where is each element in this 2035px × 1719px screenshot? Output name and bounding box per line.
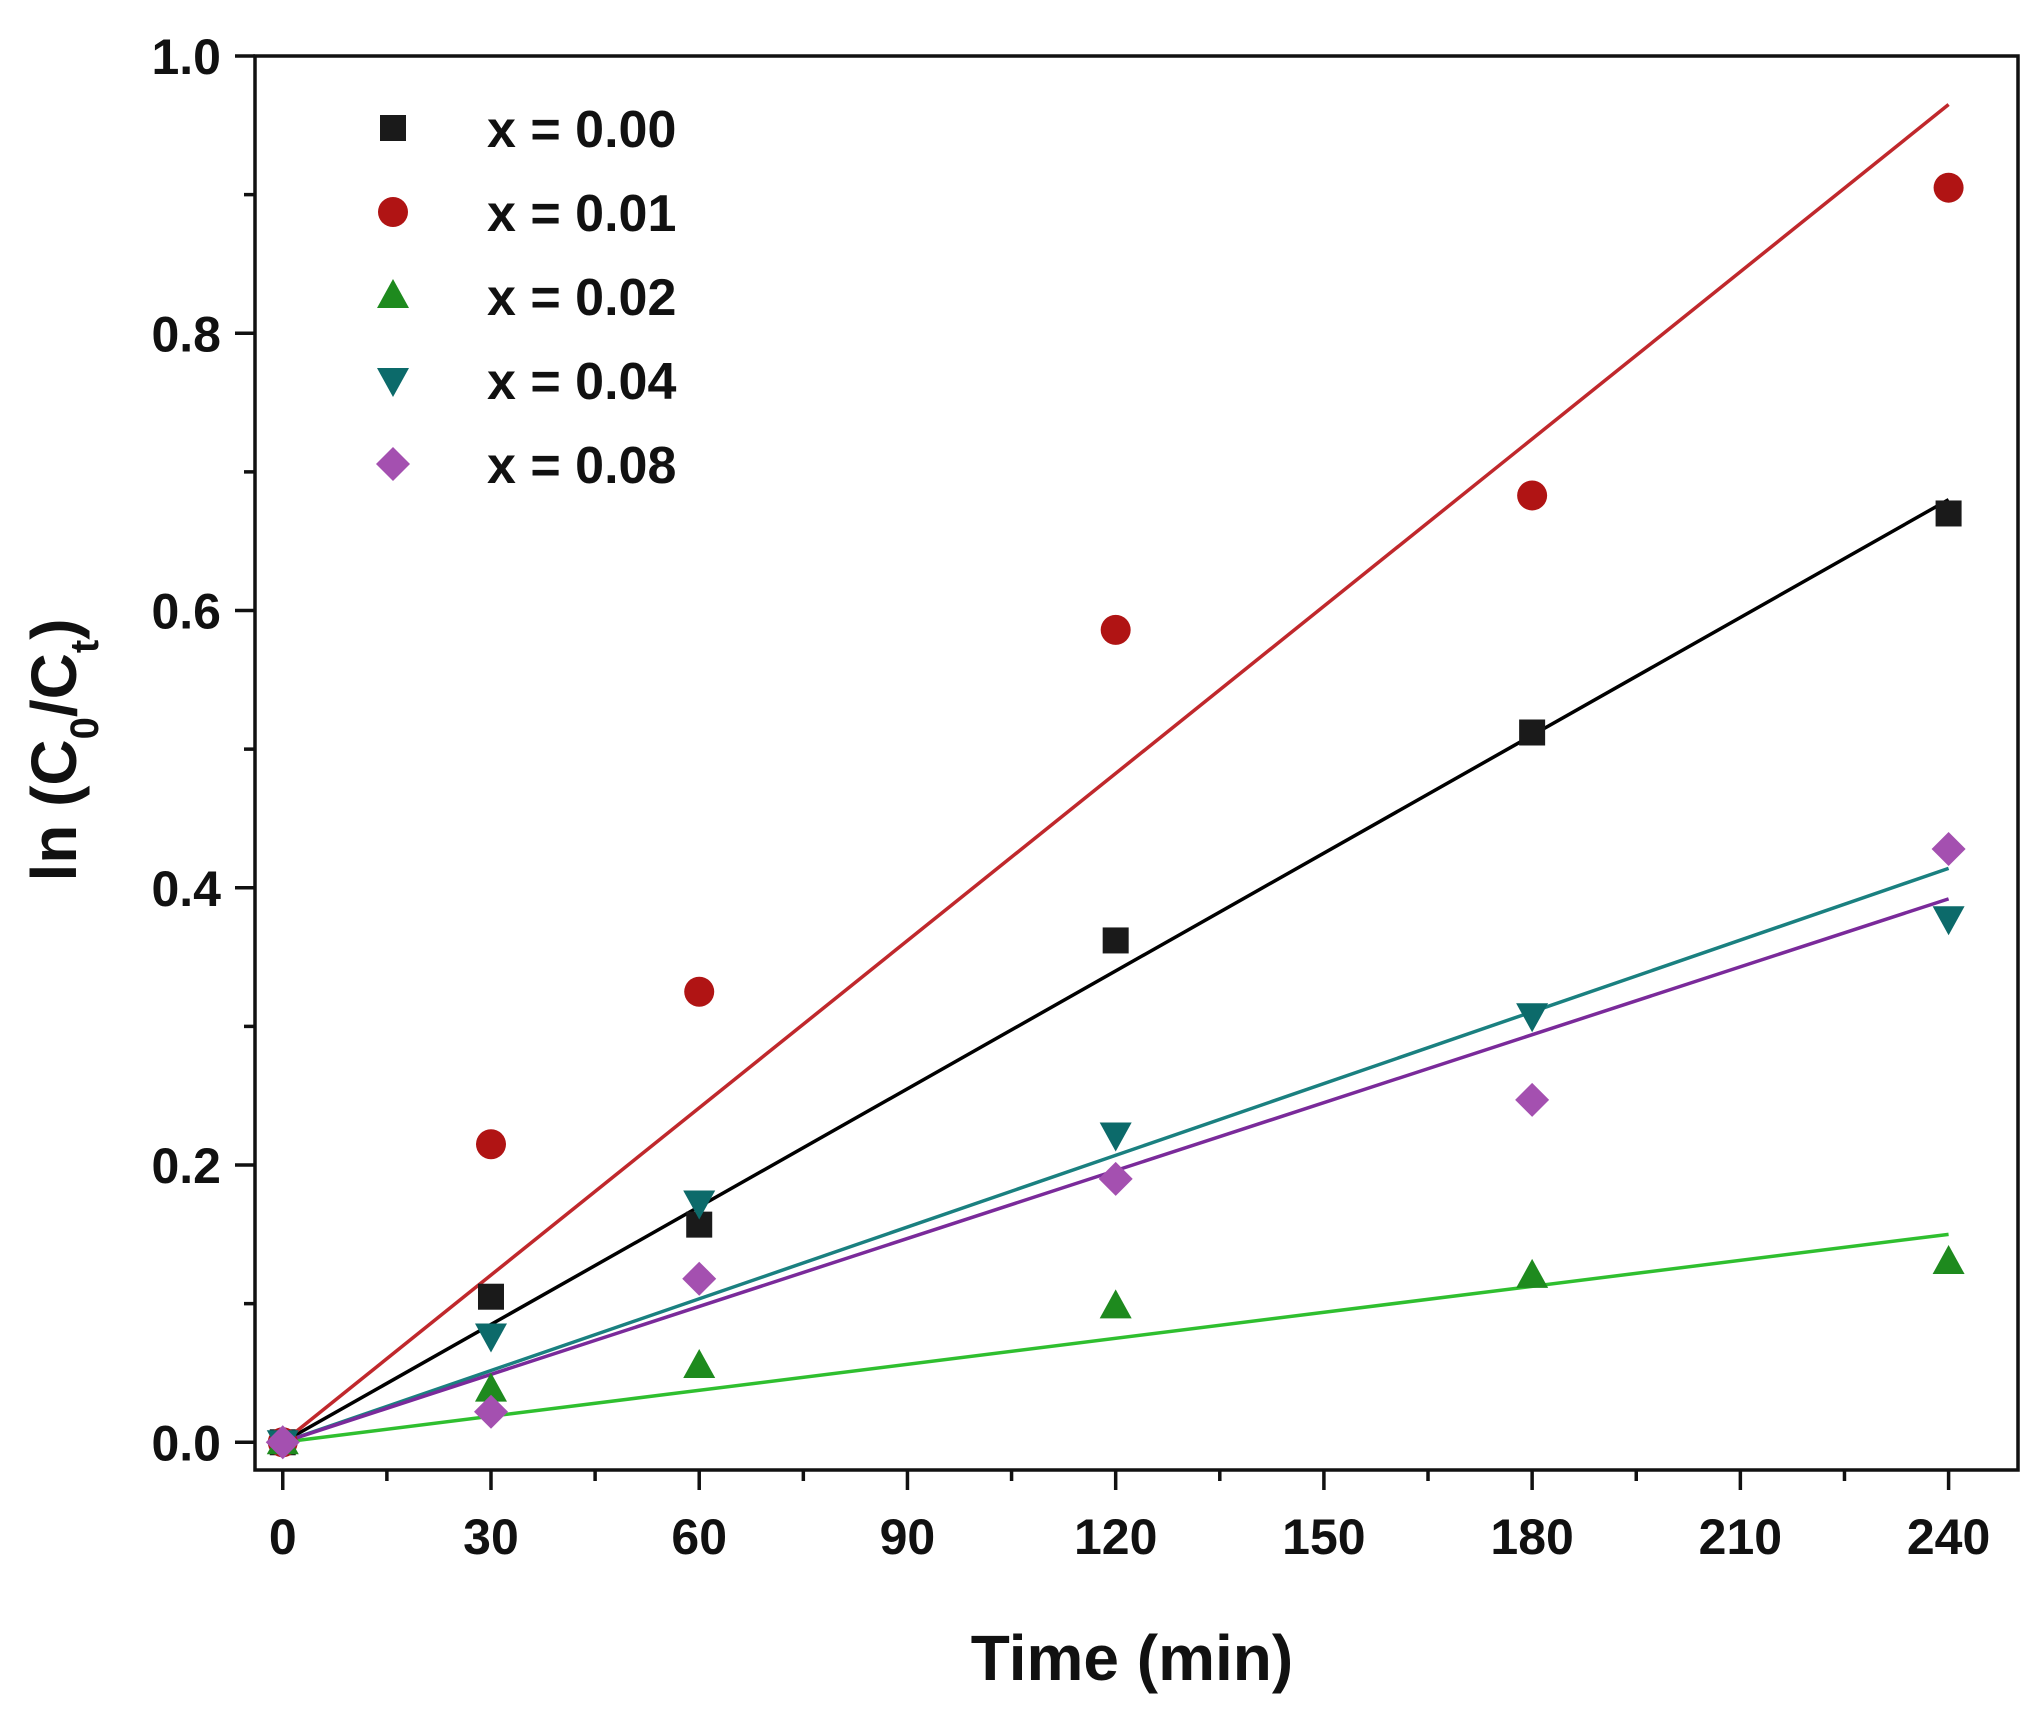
y-axis-title-suffix: ) bbox=[18, 618, 90, 639]
x-tick-label: 240 bbox=[1907, 1509, 1990, 1565]
data-point-series-4 bbox=[1515, 1082, 1550, 1117]
data-point-series-4 bbox=[1098, 1161, 1133, 1196]
data-markers bbox=[265, 172, 1966, 1460]
legend-label-series-1: x = 0.01 bbox=[487, 185, 676, 243]
x-tick-label: 90 bbox=[880, 1509, 936, 1565]
y-axis-title-prefix: ln (C bbox=[18, 739, 90, 881]
x-tick-label: 0 bbox=[269, 1509, 297, 1565]
x-axis-title: Time (min) bbox=[971, 1622, 1293, 1694]
legend-marker-series-0 bbox=[380, 115, 406, 141]
x-axis-ticks: 0 30 60 90 120 150 180 210 240 bbox=[269, 1470, 1990, 1565]
data-point-series-4 bbox=[473, 1394, 508, 1429]
data-point-series-2 bbox=[474, 1372, 507, 1402]
y-tick-label: 1.0 bbox=[151, 29, 221, 85]
y-axis-ticks: 0.0 0.2 0.4 0.6 0.8 1.0 bbox=[151, 29, 255, 1471]
data-point-series-2 bbox=[1099, 1289, 1132, 1319]
legend-marker-series-3 bbox=[377, 368, 409, 397]
legend: x = 0.00 x = 0.01 x = 0.02 x = 0.04 x = 0.08 bbox=[376, 101, 676, 495]
y-axis-title-subscript-0: 0 bbox=[63, 717, 107, 739]
data-point-series-3 bbox=[683, 1190, 716, 1220]
data-point-series-0 bbox=[477, 1283, 504, 1310]
data-point-series-1 bbox=[475, 1129, 506, 1160]
y-tick-label: 0.8 bbox=[151, 306, 221, 362]
x-tick-label: 180 bbox=[1490, 1509, 1573, 1565]
fit-line-series-2 bbox=[282, 1232, 1949, 1445]
plot-frame bbox=[253, 54, 2020, 1472]
data-point-series-0 bbox=[1102, 927, 1129, 954]
y-tick-label: 0.2 bbox=[151, 1138, 221, 1194]
legend-label-series-0: x = 0.00 bbox=[487, 101, 676, 159]
fit-line-series-3 bbox=[282, 866, 1950, 1444]
data-point-series-1 bbox=[1100, 614, 1131, 645]
x-tick-label: 210 bbox=[1699, 1509, 1782, 1565]
fit-line-series-1 bbox=[281, 103, 1950, 1444]
data-point-series-3 bbox=[1099, 1122, 1132, 1152]
data-point-series-0 bbox=[1935, 500, 1962, 527]
data-point-series-2 bbox=[683, 1349, 716, 1379]
legend-marker-series-1 bbox=[378, 197, 408, 227]
data-point-series-3 bbox=[474, 1323, 507, 1353]
legend-label-series-4: x = 0.08 bbox=[487, 437, 676, 495]
data-point-series-3 bbox=[1932, 906, 1965, 936]
data-point-series-2 bbox=[1932, 1245, 1965, 1275]
data-point-series-4 bbox=[1931, 831, 1966, 866]
data-point-series-1 bbox=[1517, 480, 1548, 511]
y-tick-label: 0.0 bbox=[151, 1415, 221, 1471]
x-tick-label: 120 bbox=[1074, 1509, 1157, 1565]
y-axis-title: ln (C0/Ct) bbox=[18, 618, 107, 881]
x-tick-label: 150 bbox=[1282, 1509, 1365, 1565]
y-tick-label: 0.4 bbox=[151, 861, 221, 917]
data-point-series-1 bbox=[684, 976, 715, 1007]
fit-line-series-0 bbox=[281, 498, 1950, 1444]
legend-label-series-2: x = 0.02 bbox=[487, 269, 676, 327]
legend-marker-series-4 bbox=[376, 447, 410, 481]
y-axis-title-subscript-t: t bbox=[63, 640, 107, 653]
y-tick-label: 0.6 bbox=[151, 584, 221, 640]
data-point-series-4 bbox=[265, 1425, 300, 1460]
data-point-series-1 bbox=[1933, 172, 1964, 203]
x-tick-label: 60 bbox=[671, 1509, 727, 1565]
data-point-series-4 bbox=[682, 1261, 717, 1296]
data-point-series-3 bbox=[1516, 1003, 1549, 1033]
data-point-series-0 bbox=[1519, 719, 1546, 746]
x-tick-label: 30 bbox=[463, 1509, 519, 1565]
legend-label-series-3: x = 0.04 bbox=[487, 353, 676, 411]
data-point-series-2 bbox=[1516, 1258, 1549, 1288]
y-axis-title-mid: /C bbox=[18, 653, 90, 717]
legend-marker-series-2 bbox=[377, 279, 409, 308]
